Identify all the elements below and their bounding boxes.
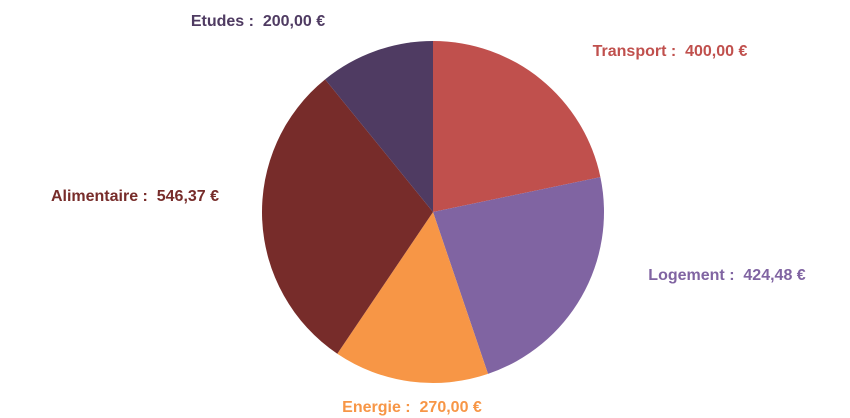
pie-slice — [433, 41, 601, 212]
slice-label: Logement : 424,48 € — [648, 267, 805, 284]
slice-label: Alimentaire : 546,37 € — [51, 188, 219, 205]
pie-slice — [337, 212, 489, 383]
pie-slice — [261, 79, 433, 354]
slice-label: Energie : 270,00 € — [342, 399, 482, 416]
slice-label: Etudes : 200,00 € — [191, 13, 325, 30]
slice-label: Transport : 400,00 € — [593, 43, 748, 60]
pie-slice — [325, 41, 433, 212]
pie-slice — [433, 177, 605, 374]
